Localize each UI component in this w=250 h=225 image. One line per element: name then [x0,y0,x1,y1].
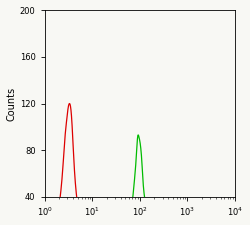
Y-axis label: Counts: Counts [7,86,17,121]
